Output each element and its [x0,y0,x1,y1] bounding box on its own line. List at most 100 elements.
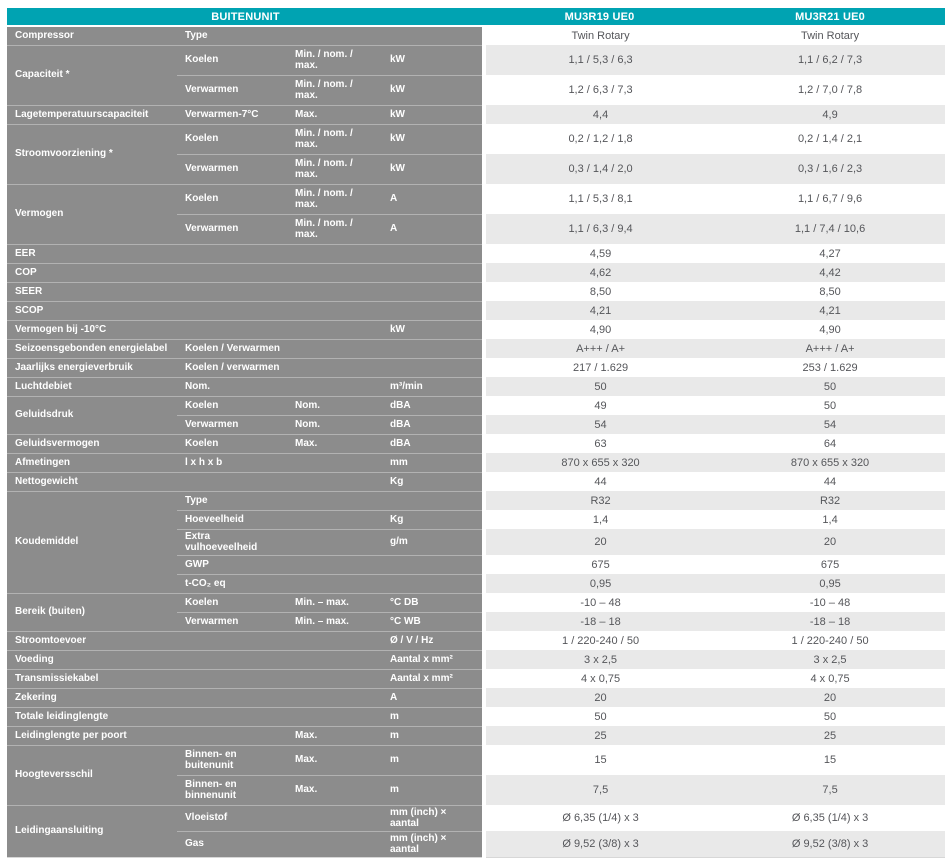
row-sub-label: Nom. [177,376,287,396]
row-condition-label: Max. [287,433,382,453]
row-unit-label: Kg [382,471,487,491]
value-cell-model1: 7,5 [484,775,716,805]
row-sub-label [177,319,287,339]
value-cell-model2: 1,4 [715,510,946,529]
table-row: Bereik (buiten) Koelen Min. – max. °C DB -10… [7,592,946,631]
row-condition-label [287,573,382,593]
value-cell-model2: 44 [715,472,946,491]
row-sub-label: Binnen- en binnenunit [177,774,287,805]
table-row: Leidingaansluiting Vloeistof mm (inch) × a… [7,804,946,857]
row-condition-label [287,830,382,857]
value-cell-model1: 50 [484,377,716,396]
table-row: Voeding Aantal x mm² 3 x 2,5 3 x 2,5 [7,649,946,669]
value-cell-model1: 4,90 [484,320,716,339]
row-group-label: EER [7,243,177,263]
row-sub-label [177,687,287,707]
row-condition-label [287,804,382,831]
table-row: t-CO₂ eq 0,95 0,95 [7,573,946,593]
row-condition-label: Max. [287,104,382,124]
row-condition-label [287,490,382,510]
value-cell-model2: 1,1 / 6,2 / 7,3 [715,45,946,75]
row-group-label: Stroomtoevoer [7,630,177,650]
value-cell-model2: 1,2 / 7,0 / 7,8 [715,75,946,105]
value-cell-model2: 8,50 [715,282,946,301]
row-condition-label: Max. [287,725,382,745]
table-row: Verwarmen Nom. dBA 54 54 [7,414,946,434]
value-cell-model2: 25 [715,726,946,745]
table-row: Afmetingen l x h x b mm 870 x 655 x 320 870 … [7,452,946,472]
row-group-label: Totale leidinglengte [7,706,177,726]
row-unit-label: dBA [382,414,487,434]
value-cell-model1: 25 [484,726,716,745]
row-group-label: COP [7,262,177,282]
model-column-header-2: MU3R21 UE0 [715,8,946,27]
table-row: Compressor Type Twin Rotary Twin Rotary [7,26,946,45]
value-cell-model1: 20 [484,688,716,707]
value-cell-model1: 63 [484,434,716,453]
row-unit-label: m [382,725,487,745]
row-group-label: Vermogen [7,183,177,244]
value-cell-model2: -10 – 48 [715,593,946,612]
row-unit-label: g/m [382,528,487,555]
row-condition-label: Nom. [287,414,382,434]
row-unit-label: °C DB [382,592,487,612]
row-unit-label: kW [382,74,487,105]
table-row: Verwarmen Min. / nom. / max. A 1,1 / 6,3 / … [7,213,946,244]
row-sub-label: Verwarmen [177,611,287,631]
table-row: Jaarlijks energieverbruik Koelen / verwar… [7,357,946,377]
value-cell-model2: 20 [715,529,946,555]
value-cell-model1: 50 [484,707,716,726]
row-unit-label: Kg [382,509,487,529]
row-condition-label: Min. / nom. / max. [287,153,382,184]
row-unit-label: kW [382,104,487,124]
row-condition-label [287,319,382,339]
row-condition-label [287,649,382,669]
table-row: Stroomvoorziening * Koelen Min. / nom. / m… [7,123,946,184]
row-sub-label: Hoeveelheid [177,509,287,529]
row-unit-label: kW [382,319,487,339]
value-cell-model2: 1,1 / 6,7 / 9,6 [715,184,946,214]
row-condition-label: Max. [287,744,382,775]
row-sub-label: Verwarmen [177,153,287,184]
table-header-row: BUITENUNIT MU3R19 UE0 MU3R21 UE0 [7,8,946,27]
value-cell-model2: 4,90 [715,320,946,339]
row-condition-label [287,26,382,45]
table-row: Binnen- en binnenunit Max. m 7,5 7,5 [7,774,946,805]
value-cell-model1: Ø 6,35 (1/4) x 3 [484,805,716,831]
row-condition-label [287,452,382,472]
value-cell-model2: 7,5 [715,775,946,805]
value-cell-model2: 675 [715,555,946,574]
row-unit-label: A [382,687,487,707]
value-cell-model2: 0,2 / 1,4 / 2,1 [715,124,946,154]
row-condition-label: Max. [287,774,382,805]
table-row: Transmissiekabel Aantal x mm² 4 x 0,75 4 x … [7,668,946,688]
table-row: Nettogewicht Kg 44 44 [7,471,946,491]
row-group-label: Bereik (buiten) [7,592,177,631]
row-unit-label: mm [382,452,487,472]
value-cell-model2: A+++ / A+ [715,339,946,358]
row-sub-label [177,630,287,650]
row-sub-label: Verwarmen-7°C [177,104,287,124]
value-cell-model1: 0,3 / 1,4 / 2,0 [484,154,716,184]
table-row: Luchtdebiet Nom. m³/min 50 50 [7,376,946,396]
row-unit-label [382,490,487,510]
row-condition-label [287,300,382,320]
row-group-label: Zekering [7,687,177,707]
row-sub-label: GWP [177,554,287,574]
value-cell-model2: 54 [715,415,946,434]
row-sub-label [177,281,287,301]
row-unit-label [382,357,487,377]
row-group-label: Lagetemperatuurscapaciteit [7,104,177,124]
value-cell-model2: 870 x 655 x 320 [715,453,946,472]
row-condition-label [287,281,382,301]
row-unit-label: m³/min [382,376,487,396]
row-unit-label: kW [382,153,487,184]
table-title: BUITENUNIT [7,8,485,27]
table-row: Hoeveelheid Kg 1,4 1,4 [7,509,946,529]
value-cell-model2: 50 [715,396,946,415]
row-condition-label [287,471,382,491]
row-sub-label [177,262,287,282]
row-sub-label [177,243,287,263]
row-unit-label: m [382,744,487,775]
